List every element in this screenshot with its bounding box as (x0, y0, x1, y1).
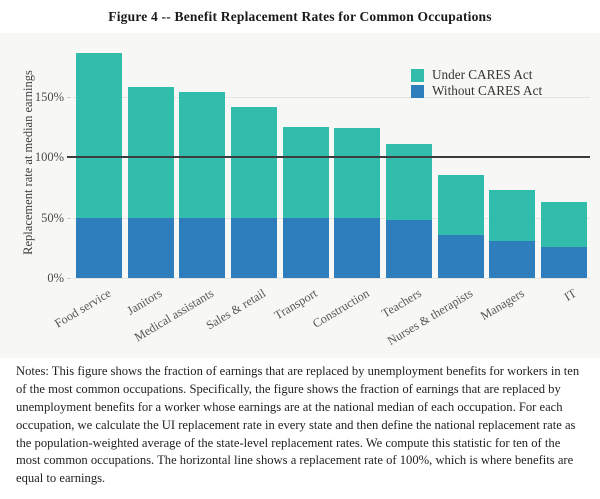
y-tick-label-0: 0% (47, 271, 64, 285)
bar-segment-under-cares (541, 201, 588, 247)
y-tick-mark-50 (67, 217, 71, 219)
bar-segment-under-cares (334, 128, 381, 218)
y-tick-label-150: 150% (34, 89, 64, 104)
bar-managers (489, 189, 536, 278)
x-tick-label-food-service: Food service (51, 286, 114, 331)
legend-swatch-under-cares-act (411, 68, 424, 82)
y-tick-mark-0 (67, 278, 71, 279)
legend-row-without-cares-act: Without CARES Act (411, 84, 542, 98)
legend-swatch-without-cares-act (411, 84, 424, 98)
bar-segment-without-cares (127, 217, 174, 278)
bar-segment-without-cares (282, 217, 329, 278)
bar-medical-assistants (179, 92, 226, 278)
bar-segment-without-cares (179, 217, 226, 278)
y-tick-mark-150 (67, 96, 71, 98)
bar-segment-under-cares (230, 106, 277, 218)
gridline-150pct (73, 96, 590, 98)
y-tick-label-50: 50% (41, 210, 64, 225)
x-tick-label-it: IT (561, 286, 579, 304)
bar-segment-under-cares (127, 87, 174, 218)
gridline-0pct (73, 278, 590, 279)
bar-segment-under-cares (179, 92, 226, 218)
bar-segment-under-cares (437, 175, 484, 235)
bar-segment-without-cares (230, 217, 277, 278)
bar-segment-without-cares (489, 240, 536, 278)
legend-row-under-cares-act: Under CARES Act (411, 68, 542, 82)
legend-label-without-cares-act: Without CARES Act (432, 83, 543, 98)
x-tick-label-janitors: Janitors (124, 286, 165, 318)
chart-legend: Under CARES Act Without CARES Act (411, 68, 542, 100)
bar-teachers (386, 143, 433, 278)
bar-it (541, 201, 588, 278)
bar-segment-without-cares (75, 217, 122, 278)
bar-sales-retail (230, 106, 277, 278)
reference-line-100pct (67, 156, 590, 159)
bar-construction (334, 128, 381, 278)
bar-segment-without-cares (386, 220, 433, 278)
bar-food-service (75, 53, 122, 278)
bar-segment-under-cares (489, 189, 536, 241)
x-tick-label-managers: Managers (477, 286, 527, 323)
chart-area: Replacement rate at median earnings Unde… (0, 33, 600, 358)
figure-notes: Notes: This figure shows the fraction of… (16, 364, 580, 486)
figure-title: Figure 4 -- Benefit Replacement Rates fo… (108, 9, 492, 24)
bar-janitors (127, 87, 174, 278)
y-tick-label-100: 100% (34, 150, 64, 165)
bar-segment-without-cares (541, 246, 588, 278)
gridline-50pct (73, 217, 590, 219)
x-tick-label-construction: Construction (309, 286, 372, 331)
bar-segment-without-cares (334, 217, 381, 278)
bar-segment-under-cares (75, 53, 122, 218)
bar-segment-without-cares (437, 234, 484, 278)
bar-transport (282, 127, 329, 278)
bar-nurses-therapists (437, 175, 484, 278)
legend-label-under-cares-act: Under CARES Act (432, 67, 533, 82)
bar-segment-under-cares (282, 127, 329, 218)
